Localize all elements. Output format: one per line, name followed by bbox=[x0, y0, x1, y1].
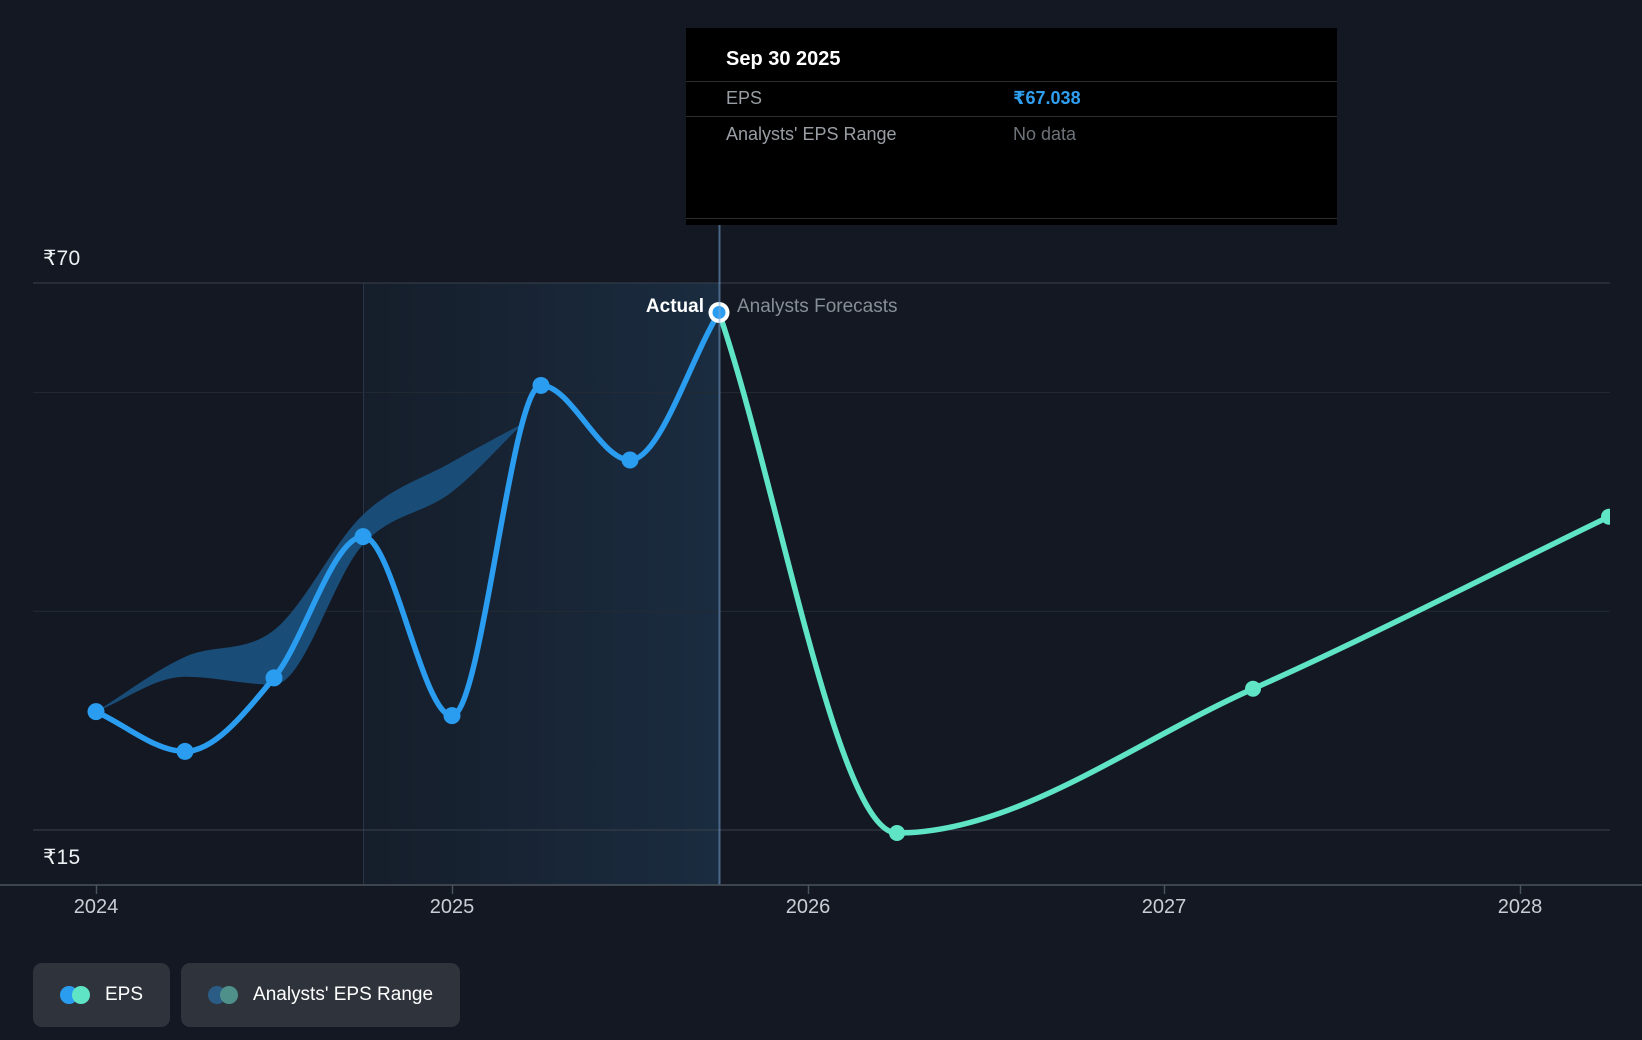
legend-eps-label: EPS bbox=[105, 984, 144, 1005]
tooltip-divider bbox=[686, 81, 1337, 82]
tooltip-row-eps: EPS ₹67.038 bbox=[726, 88, 1297, 112]
y-axis-label-min: ₹15 bbox=[43, 846, 81, 869]
eps-legend-dots-icon bbox=[60, 986, 90, 1004]
tooltip-date-title: Sep 30 2025 bbox=[726, 48, 841, 70]
tooltip-row-range: Analysts' EPS Range No data bbox=[726, 124, 1297, 148]
muted-teal-dot-icon bbox=[220, 986, 239, 1004]
range-legend-dots-icon bbox=[208, 986, 239, 1004]
tooltip-eps-value: ₹67.038 bbox=[1013, 88, 1081, 108]
series-lines bbox=[87, 301, 1610, 841]
analysts-range-band bbox=[96, 423, 524, 712]
x-axis-label-2024: 2024 bbox=[73, 896, 119, 918]
teal-dot-icon bbox=[72, 986, 90, 1004]
tooltip-divider bbox=[686, 218, 1337, 219]
tooltip-range-label: Analysts' EPS Range bbox=[726, 124, 897, 144]
x-axis-label-2025: 2025 bbox=[429, 896, 475, 918]
y-axis-label-max: ₹70 bbox=[43, 247, 81, 270]
chart-tooltip: Sep 30 2025 EPS ₹67.038 Analysts' EPS Ra… bbox=[686, 28, 1337, 225]
x-axis-label-2026: 2026 bbox=[785, 896, 831, 918]
tooltip-eps-label: EPS bbox=[726, 88, 763, 108]
highlight-band bbox=[363, 283, 719, 885]
x-axis-label-2028: 2028 bbox=[1497, 896, 1543, 918]
actual-phase-label: Actual bbox=[645, 296, 704, 317]
x-axis-labels: 2024 2025 2026 2027 2028 bbox=[0, 896, 1642, 926]
legend-item-analysts-range[interactable]: Analysts' EPS Range bbox=[181, 963, 461, 1027]
legend-range-label: Analysts' EPS Range bbox=[253, 984, 434, 1005]
legend-item-eps[interactable]: EPS bbox=[33, 963, 171, 1027]
x-axis-label-2027: 2027 bbox=[1141, 896, 1187, 918]
tooltip-range-value: No data bbox=[1013, 124, 1077, 144]
chart-gridlines bbox=[33, 282, 1610, 831]
forecast-phase-label: Analysts Forecasts bbox=[737, 296, 898, 317]
x-axis bbox=[0, 884, 1642, 894]
tooltip-divider bbox=[686, 116, 1337, 117]
chart-legend: EPS Analysts' EPS Range bbox=[33, 963, 461, 1027]
